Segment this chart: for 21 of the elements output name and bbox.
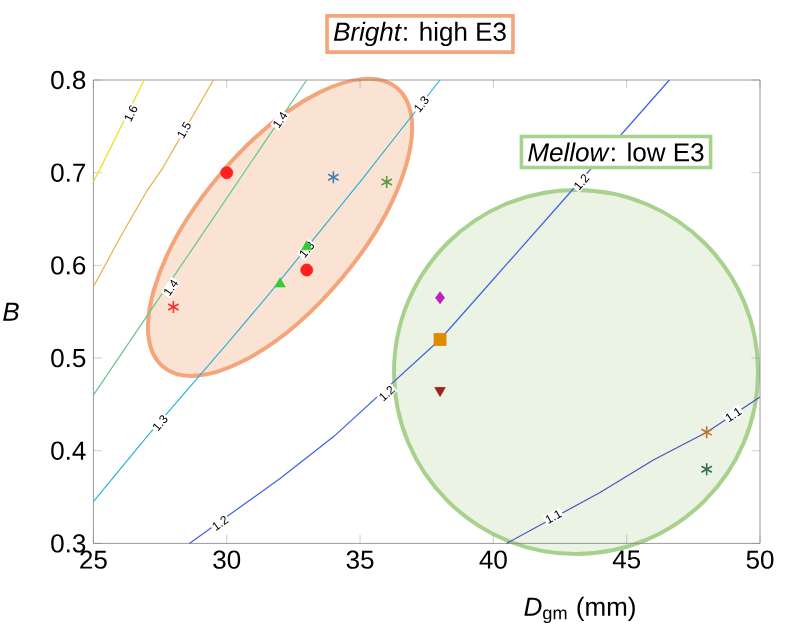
x-tick-label: 50	[746, 550, 774, 569]
y-tick-label: 0.5	[51, 348, 86, 368]
x-tick-label: 30	[213, 550, 241, 569]
y-tick-label: 0.3	[51, 534, 86, 553]
x-tick-label: 25	[80, 550, 107, 569]
y-tick-label: 0.8	[51, 70, 86, 90]
annotation: Mellow: low E3	[528, 142, 704, 162]
point	[220, 166, 234, 180]
y-axis-title: B	[3, 302, 19, 321]
y-tick-label: 0.4	[51, 441, 86, 460]
x-axis-title: D$_{gm}$ (mm)	[524, 596, 635, 624]
point	[327, 170, 340, 185]
text: Bright: high E3	[333, 21, 506, 47]
y-tick-label: 0.7	[51, 163, 86, 182]
point	[380, 175, 393, 189]
line-series	[92, 79, 441, 503]
point	[300, 263, 314, 277]
point	[167, 300, 180, 314]
y-tick-label: 0.6	[51, 256, 86, 275]
x-tick-label: 35	[346, 550, 374, 569]
point	[274, 277, 286, 288]
